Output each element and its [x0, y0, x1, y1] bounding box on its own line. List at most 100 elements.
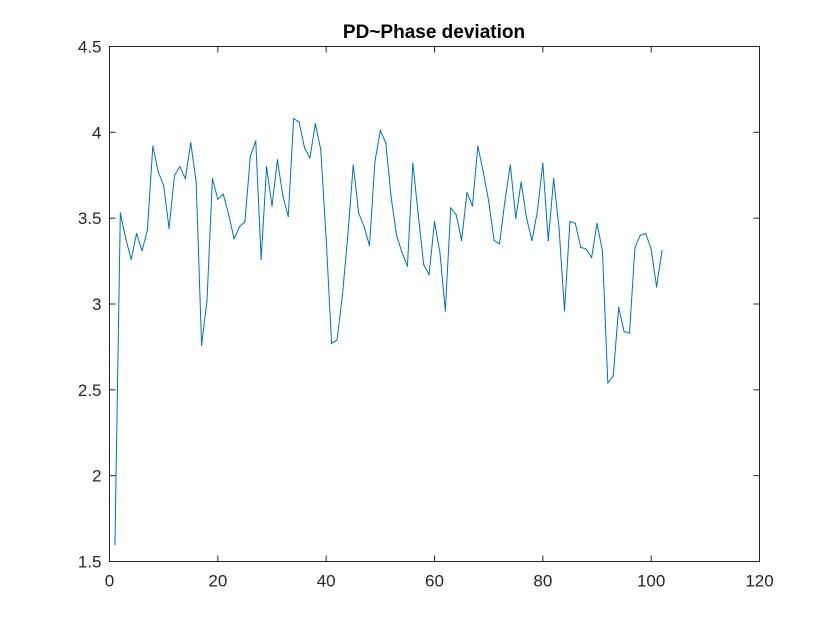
- data-point: [650, 248, 652, 250]
- data-point: [455, 214, 457, 216]
- data-point: [639, 234, 641, 236]
- data-point: [233, 238, 235, 240]
- x-tick-label: 80: [533, 572, 552, 591]
- data-point: [531, 239, 533, 242]
- data-point: [287, 215, 289, 218]
- data-point: [184, 178, 186, 180]
- data-point: [520, 181, 522, 183]
- data-point: [368, 245, 371, 247]
- x-tick-label: 120: [745, 572, 773, 591]
- x-tick-label: 100: [637, 572, 665, 591]
- data-point: [395, 234, 398, 236]
- x-tick-label: 40: [317, 572, 336, 591]
- data-point: [200, 344, 203, 346]
- data-point: [601, 250, 604, 252]
- data-point: [471, 205, 474, 207]
- data-point: [428, 274, 430, 276]
- y-tick-label: 4: [92, 123, 101, 142]
- x-tick-label: 20: [208, 572, 227, 591]
- data-point: [211, 178, 214, 180]
- series-layer: [114, 118, 663, 545]
- plot-frame: [109, 46, 760, 562]
- x-tick-label: 0: [105, 572, 114, 591]
- data-point: [590, 257, 593, 259]
- data-point: [412, 162, 414, 164]
- data-point: [623, 330, 625, 333]
- y-axis: 1.5 2 2.5 3 3.5 4 4.5: [78, 38, 760, 572]
- data-point: [244, 221, 246, 223]
- data-point: [336, 339, 338, 341]
- data-point: [206, 299, 208, 302]
- data-point: [477, 145, 479, 147]
- data-point: [553, 178, 555, 180]
- data-point: [569, 221, 571, 223]
- data-point: [195, 181, 197, 183]
- data-point: [585, 248, 587, 250]
- data-point: [406, 265, 409, 267]
- data-point: [645, 233, 647, 235]
- data-point: [363, 226, 365, 228]
- data-point: [444, 310, 446, 312]
- data-point: [433, 221, 436, 223]
- data-point: [488, 200, 490, 202]
- data-point: [580, 246, 582, 248]
- y-tick-label: 3.5: [78, 209, 102, 228]
- data-point: [309, 157, 311, 159]
- data-point: [563, 310, 566, 312]
- x-tick-label: 60: [425, 572, 444, 591]
- data-point: [141, 250, 143, 252]
- data-point: [276, 159, 279, 161]
- chart-title: PD~Phase deviation: [343, 22, 525, 43]
- data-point: [596, 222, 598, 224]
- data-point: [607, 382, 609, 384]
- data-point: [217, 198, 219, 200]
- data-point: [330, 342, 333, 345]
- data-point: [179, 166, 181, 168]
- data-point: [347, 234, 349, 236]
- data-point: [417, 214, 419, 216]
- data-point: [228, 214, 230, 216]
- data-point: [238, 226, 241, 228]
- data-point: [314, 123, 316, 125]
- data-point: [249, 155, 251, 157]
- data-point: [157, 171, 159, 173]
- data-point: [125, 238, 127, 240]
- data-point: [293, 118, 295, 120]
- data-point: [385, 142, 387, 144]
- data-point: [634, 246, 636, 248]
- data-point: [222, 193, 224, 195]
- data-point: [303, 147, 306, 149]
- data-point: [282, 195, 284, 197]
- y-tick-label: 2: [92, 467, 101, 486]
- y-tick-label: 3: [92, 295, 101, 314]
- x-axis: 0 20 40 60 80 100 120: [105, 46, 774, 591]
- data-point: [352, 164, 354, 166]
- data-point: [298, 121, 300, 123]
- data-point: [390, 196, 392, 199]
- data-point: [439, 251, 441, 254]
- data-point: [498, 243, 501, 245]
- data-point: [173, 174, 176, 176]
- data-point: [460, 239, 463, 242]
- data-point: [661, 250, 663, 252]
- y-tick-label: 4.5: [78, 38, 102, 57]
- data-point: [114, 543, 116, 545]
- data-point: [450, 207, 452, 209]
- data-point: [493, 239, 495, 242]
- data-point: [190, 142, 192, 144]
- data-point: [341, 294, 344, 297]
- series-line: [114, 118, 663, 545]
- data-point: [618, 306, 620, 309]
- data-point: [515, 217, 517, 219]
- data-point: [146, 229, 149, 231]
- data-point: [542, 162, 544, 164]
- data-point: [358, 212, 360, 214]
- data-point: [574, 222, 576, 224]
- data-point: [260, 258, 262, 260]
- data-point: [401, 251, 403, 254]
- data-point: [423, 263, 425, 266]
- y-tick-label: 1.5: [78, 553, 102, 572]
- data-point: [265, 166, 268, 168]
- data-point: [152, 145, 154, 147]
